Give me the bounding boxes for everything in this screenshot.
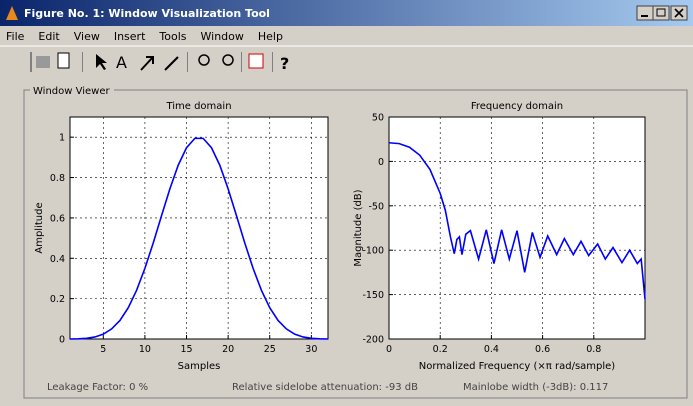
help-icon[interactable]: ? xyxy=(280,54,289,73)
x-tick-label: 0 xyxy=(386,344,392,355)
x-tick-label: 10 xyxy=(139,344,151,355)
window-buttons xyxy=(636,5,688,21)
menu-item[interactable]: File xyxy=(6,30,25,43)
legend-icon[interactable] xyxy=(248,53,264,69)
y-tick-label: 0 xyxy=(59,335,65,346)
minimize-button[interactable] xyxy=(636,5,654,21)
toolbar: A ? xyxy=(30,52,289,73)
arrow-icon[interactable] xyxy=(140,56,154,71)
mainlobe-width: Mainlobe width (-3dB): 0.117 xyxy=(463,382,608,393)
title-bar xyxy=(0,0,693,26)
y-tick-label: 0.8 xyxy=(50,173,65,184)
y-axis-label: Magnitude (dB) xyxy=(353,189,364,266)
window-title: Figure No. 1: Window Visualization Tool xyxy=(24,7,270,20)
plot-area xyxy=(388,116,646,340)
menu-item[interactable]: Edit xyxy=(38,30,60,43)
panel-title: Window Viewer xyxy=(33,86,110,97)
y-axis-label: Amplitude xyxy=(34,202,45,253)
app-icon xyxy=(6,6,18,20)
y-tick-label: -50 xyxy=(368,201,384,212)
y-tick-label: 0.4 xyxy=(50,254,65,265)
y-tick-label: 0.2 xyxy=(50,294,65,305)
print-icon[interactable] xyxy=(36,56,50,68)
x-tick-label: 0.6 xyxy=(535,344,550,355)
text-icon[interactable]: A xyxy=(116,53,127,72)
x-tick-label: 5 xyxy=(100,344,106,355)
y-tick-label: 50 xyxy=(372,113,384,124)
menu-item[interactable]: View xyxy=(74,30,100,43)
y-tick-label: -100 xyxy=(362,246,384,257)
x-tick-label: 30 xyxy=(305,344,317,355)
x-tick-label: 0.4 xyxy=(484,344,499,355)
x-tick-label: 25 xyxy=(264,344,276,355)
preview-icon[interactable] xyxy=(57,52,70,69)
menu-item[interactable]: Help xyxy=(258,30,283,43)
line-icon[interactable] xyxy=(164,56,179,71)
y-tick-label: -200 xyxy=(362,335,384,346)
maximize-button[interactable] xyxy=(652,5,670,21)
x-tick-label: 20 xyxy=(222,344,234,355)
chart-title: Time domain xyxy=(165,101,231,112)
x-tick-label: 15 xyxy=(180,344,192,355)
sidelobe-attenuation: Relative sidelobe attenuation: -93 dB xyxy=(232,382,418,393)
menu-item[interactable]: Tools xyxy=(158,30,186,43)
x-tick-label: 0.2 xyxy=(433,344,448,355)
zoom-out-icon[interactable] xyxy=(222,54,234,66)
menu-item[interactable]: Insert xyxy=(114,30,146,43)
data-line xyxy=(388,141,646,300)
y-tick-label: 0 xyxy=(378,157,384,168)
y-tick-label: -150 xyxy=(362,290,384,301)
select-icon[interactable] xyxy=(96,54,107,70)
chart-title: Frequency domain xyxy=(471,101,563,112)
x-axis-label: Samples xyxy=(178,361,221,372)
data-line xyxy=(69,137,329,340)
zoom-in-icon[interactable] xyxy=(198,54,210,66)
plot-area xyxy=(69,116,329,340)
menu-bar: File Edit View Insert Tools Window Help xyxy=(6,30,283,43)
x-axis-label: Normalized Frequency (×π rad/sample) xyxy=(419,361,616,372)
y-tick-label: 0.6 xyxy=(50,213,65,224)
x-tick-label: 0.8 xyxy=(586,344,601,355)
y-tick-label: 1 xyxy=(59,133,65,144)
leakage-factor: Leakage Factor: 0 % xyxy=(47,382,148,393)
panel-frame xyxy=(23,89,688,399)
menu-item[interactable]: Window xyxy=(201,30,244,43)
